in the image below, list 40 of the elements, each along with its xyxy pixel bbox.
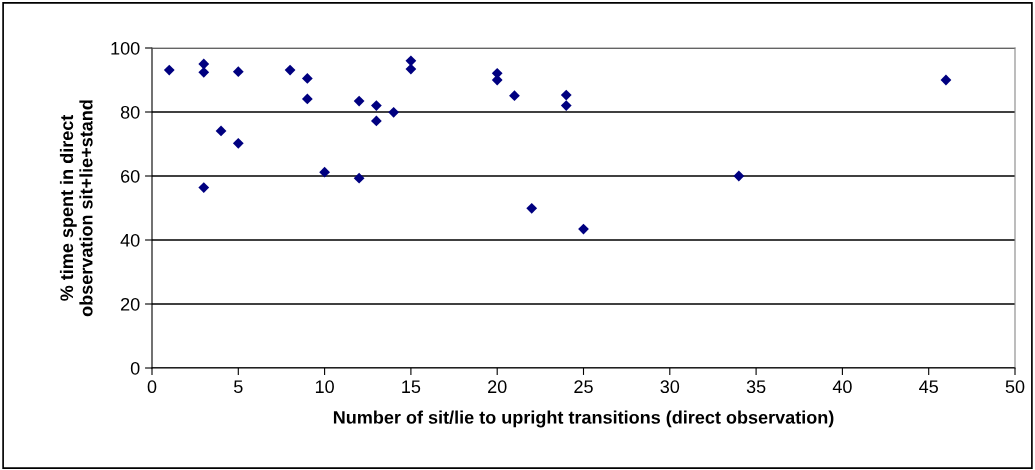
point xyxy=(509,90,520,102)
y-axis-title: % time spent in direct observation sit+lie+stand xyxy=(59,100,93,317)
point xyxy=(371,100,382,111)
y-tick-label: 100 xyxy=(111,41,140,55)
point xyxy=(215,125,227,137)
x-tick-label: 30 xyxy=(660,380,680,394)
y-tick-label: 0 xyxy=(130,361,140,375)
point xyxy=(940,74,952,86)
x-tick-label: 45 xyxy=(919,380,938,394)
x-tick-label: 0 xyxy=(147,380,157,394)
point xyxy=(198,58,210,70)
point xyxy=(198,182,210,193)
point xyxy=(163,64,175,76)
point xyxy=(232,137,244,149)
point xyxy=(232,66,244,78)
x-tick-label: 40 xyxy=(832,380,852,394)
point xyxy=(353,95,365,107)
x-tick-label: 5 xyxy=(234,380,243,394)
point xyxy=(301,93,313,105)
point xyxy=(319,166,330,178)
y-tick-label: 20 xyxy=(121,297,140,311)
point xyxy=(733,170,745,182)
x-tick-label: 10 xyxy=(315,380,334,394)
point xyxy=(301,73,313,84)
point xyxy=(526,202,538,214)
y-tick-label: 40 xyxy=(120,233,140,247)
point xyxy=(560,100,572,111)
y-tick-label: 60 xyxy=(121,169,140,183)
y-tick-label: 80 xyxy=(120,105,140,119)
point xyxy=(388,106,400,118)
point xyxy=(353,172,365,184)
x-tick-label: 20 xyxy=(488,380,507,394)
x-tick-label: 35 xyxy=(746,380,766,394)
x-axis-title: Number of sit/lie to upright transitions (direct observation) xyxy=(333,410,834,428)
x-tick-label: 15 xyxy=(402,380,421,394)
point xyxy=(284,64,296,76)
x-tick-label: 25 xyxy=(574,380,593,394)
point xyxy=(371,115,382,127)
point xyxy=(560,89,572,101)
x-tick-label: 50 xyxy=(1005,380,1025,394)
